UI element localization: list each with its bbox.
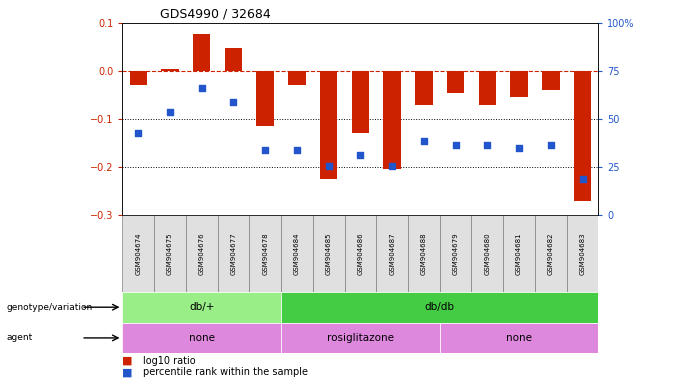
Point	[133, 131, 143, 137]
Bar	[186, 215, 218, 292]
Bar	[129, 71, 147, 86]
Bar	[440, 323, 598, 353]
Text: db/+: db/+	[189, 302, 214, 312]
Text: genotype/variation: genotype/variation	[7, 303, 93, 312]
Text: GSM904678: GSM904678	[262, 232, 268, 275]
Point	[450, 142, 461, 149]
Text: agent: agent	[7, 333, 33, 343]
Text: GSM904685: GSM904685	[326, 232, 332, 275]
Bar	[471, 215, 503, 292]
Point	[197, 85, 207, 91]
Bar	[479, 71, 496, 105]
Point	[323, 163, 334, 169]
Text: ■: ■	[122, 356, 133, 366]
Bar	[352, 71, 369, 134]
Text: db/db: db/db	[425, 302, 455, 312]
Text: none: none	[506, 333, 532, 343]
Point	[228, 99, 239, 105]
Bar	[218, 215, 250, 292]
Text: GSM904677: GSM904677	[231, 232, 237, 275]
Text: GSM904682: GSM904682	[548, 232, 554, 275]
Bar	[345, 215, 376, 292]
Bar	[122, 215, 154, 292]
Bar	[574, 71, 591, 201]
Text: none: none	[189, 333, 215, 343]
Bar	[535, 215, 566, 292]
Bar	[320, 71, 337, 179]
Bar	[288, 71, 305, 86]
Bar	[154, 215, 186, 292]
Point	[577, 176, 588, 182]
Bar	[224, 48, 242, 71]
Bar	[510, 71, 528, 98]
Text: GSM904676: GSM904676	[199, 232, 205, 275]
Text: GSM904686: GSM904686	[358, 232, 363, 275]
Bar	[313, 215, 345, 292]
Bar	[281, 215, 313, 292]
Point	[260, 147, 271, 153]
Text: rosiglitazone: rosiglitazone	[327, 333, 394, 343]
Point	[545, 142, 556, 149]
Text: GSM904681: GSM904681	[516, 232, 522, 275]
Bar	[281, 292, 598, 323]
Bar	[256, 71, 274, 126]
Point	[387, 163, 398, 169]
Text: GDS4990 / 32684: GDS4990 / 32684	[160, 7, 271, 20]
Text: GSM904683: GSM904683	[579, 232, 585, 275]
Bar	[542, 71, 560, 90]
Point	[292, 147, 303, 153]
Bar	[440, 215, 471, 292]
Bar	[376, 215, 408, 292]
Text: GSM904687: GSM904687	[389, 232, 395, 275]
Bar	[193, 34, 211, 71]
Point	[482, 142, 493, 149]
Bar	[384, 71, 401, 169]
Point	[418, 137, 429, 144]
Text: GSM904688: GSM904688	[421, 232, 427, 275]
Bar	[122, 292, 281, 323]
Point	[513, 145, 524, 151]
Point	[165, 109, 175, 115]
Text: GSM904679: GSM904679	[453, 232, 458, 275]
Bar	[281, 323, 440, 353]
Bar	[122, 323, 281, 353]
Text: percentile rank within the sample: percentile rank within the sample	[143, 367, 308, 377]
Bar	[566, 215, 598, 292]
Text: GSM904674: GSM904674	[135, 232, 141, 275]
Text: GSM904680: GSM904680	[484, 232, 490, 275]
Bar	[447, 71, 464, 93]
Point	[355, 152, 366, 158]
Text: ■: ■	[122, 367, 133, 377]
Bar	[250, 215, 281, 292]
Bar	[503, 215, 535, 292]
Bar	[408, 215, 440, 292]
Text: log10 ratio: log10 ratio	[143, 356, 195, 366]
Text: GSM904684: GSM904684	[294, 232, 300, 275]
Bar	[415, 71, 432, 105]
Bar	[161, 69, 179, 71]
Text: GSM904675: GSM904675	[167, 232, 173, 275]
